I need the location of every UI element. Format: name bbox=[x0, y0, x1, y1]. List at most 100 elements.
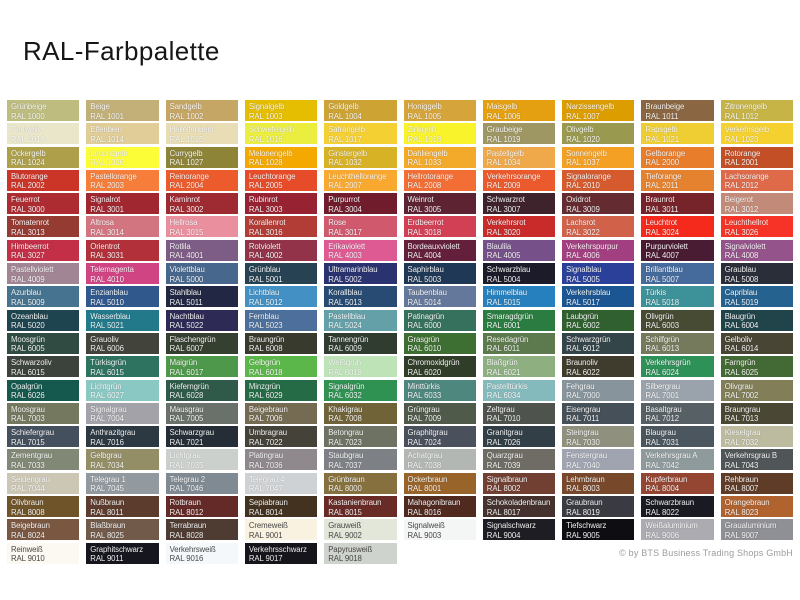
color-swatch: Pastelltürkis RAL 6034 bbox=[482, 379, 556, 401]
color-name: Sonnengelb bbox=[566, 148, 607, 158]
ral-code: RAL 2002 bbox=[11, 181, 45, 191]
ral-code: RAL 7013 bbox=[724, 414, 759, 424]
ral-code: RAL 3027 bbox=[11, 251, 45, 261]
ral-code: RAL 7009 bbox=[407, 414, 442, 424]
color-swatch: Taubenblau RAL 5014 bbox=[403, 286, 476, 308]
color-name: Olivbraun bbox=[11, 498, 44, 508]
ral-code: RAL 3015 bbox=[169, 227, 204, 237]
ral-code: RAL 1012 bbox=[724, 111, 759, 121]
color-name: Beigerot bbox=[724, 195, 753, 205]
color-name: Rose bbox=[328, 218, 346, 228]
color-name: Stahlblau bbox=[169, 288, 202, 298]
color-name: Blaugrau bbox=[645, 428, 676, 438]
ral-code: RAL 7015 bbox=[11, 437, 45, 447]
color-swatch: Moosgrau RAL 7003 bbox=[7, 402, 80, 424]
color-name: Verkehrspurpur bbox=[566, 241, 619, 251]
color-name: Leuchtgelb bbox=[90, 148, 128, 158]
color-swatch: Pastellorange RAL 2003 bbox=[86, 169, 159, 191]
ral-code: RAL 8017 bbox=[486, 507, 521, 517]
color-name: Mahagonibraun bbox=[407, 498, 461, 508]
color-name: Resedagrün bbox=[486, 334, 529, 344]
color-swatch: Fenstergrau RAL 7040 bbox=[562, 449, 635, 471]
ral-code: RAL 6005 bbox=[11, 344, 45, 354]
color-swatch: Tomatenrot RAL 3013 bbox=[7, 216, 80, 238]
color-name: Schwarzgrau bbox=[169, 428, 215, 438]
color-name: Smaragdgrün bbox=[486, 311, 533, 321]
color-swatch: Schwarzbraun RAL 8022 bbox=[641, 496, 714, 518]
color-swatch: Blaßgrün RAL 6021 bbox=[482, 356, 556, 378]
color-name: Flaschengrün bbox=[169, 334, 216, 344]
color-name: Grünbeige bbox=[11, 102, 47, 111]
ral-code: RAL 7037 bbox=[328, 460, 362, 470]
ral-code: RAL 7001 bbox=[645, 391, 679, 401]
color-swatch: Telegrau 2 RAL 7046 bbox=[165, 472, 238, 494]
ral-code: RAL 5021 bbox=[90, 321, 124, 331]
color-swatch: Rotorange RAL 2001 bbox=[720, 146, 793, 168]
color-swatch: Achatgrau RAL 7038 bbox=[403, 449, 476, 471]
ral-code: RAL 6022 bbox=[566, 367, 600, 377]
color-name: Opalgrün bbox=[11, 381, 43, 391]
color-name: Farngrün bbox=[724, 358, 756, 368]
ral-code: RAL 7024 bbox=[407, 437, 442, 447]
ral-code: RAL 7005 bbox=[169, 414, 204, 424]
ral-code: RAL 7039 bbox=[486, 460, 521, 470]
color-swatch: Grauoliv RAL 6006 bbox=[86, 332, 159, 354]
ral-code: RAL 7000 bbox=[566, 391, 600, 401]
ral-code: RAL 6028 bbox=[169, 391, 204, 401]
color-name: Lehmbraun bbox=[566, 474, 605, 484]
color-swatch: Laubgrün RAL 6002 bbox=[562, 309, 635, 331]
color-swatch: Beigerot RAL 3012 bbox=[720, 193, 793, 215]
color-grid: Grünbeige RAL 1000 Beige RAL 1001 Sandgelb RA… bbox=[7, 100, 793, 564]
ral-code: RAL 9001 bbox=[248, 530, 283, 540]
ral-code: RAL 3013 bbox=[11, 227, 45, 237]
ral-code: RAL 3031 bbox=[90, 251, 124, 261]
ral-code: RAL 3000 bbox=[11, 204, 45, 214]
color-swatch: Olivgrün RAL 6003 bbox=[641, 309, 714, 331]
color-swatch: Weißaluminium RAL 9006 bbox=[641, 519, 714, 541]
ral-code: RAL 2007 bbox=[328, 181, 362, 191]
color-swatch: Blutorange RAL 2002 bbox=[7, 169, 80, 191]
color-name: Braunrot bbox=[645, 195, 675, 205]
color-name: Beigebraun bbox=[248, 404, 288, 414]
color-swatch: Verkehrsschwarz RAL 9017 bbox=[244, 542, 318, 564]
color-name: Verkehrsgrau B bbox=[724, 451, 778, 461]
ral-code: RAL 1037 bbox=[566, 158, 600, 168]
color-name: Pastellorange bbox=[90, 171, 137, 181]
ral-code: RAL 3020 bbox=[486, 227, 521, 237]
color-swatch: Violettblau RAL 5000 bbox=[165, 263, 238, 285]
color-name: Ultramarinblau bbox=[328, 265, 378, 275]
color-name: Graphitgrau bbox=[407, 428, 448, 438]
ral-code: RAL 1014 bbox=[90, 134, 124, 144]
color-swatch: Zeltgrau RAL 7010 bbox=[482, 402, 556, 424]
color-name: Verkehrsorange bbox=[486, 171, 541, 181]
color-name: Achatgrau bbox=[407, 451, 443, 461]
ral-code: RAL 1033 bbox=[407, 158, 442, 168]
color-name: Cremeweiß bbox=[248, 521, 288, 531]
ral-code: RAL 7031 bbox=[645, 437, 679, 447]
color-name: Zitronengelb bbox=[724, 102, 767, 111]
color-name: Tannengrün bbox=[328, 334, 369, 344]
color-name: Türkis bbox=[645, 288, 667, 298]
color-swatch: Nachtblau RAL 5022 bbox=[165, 309, 238, 331]
color-swatch: Beigebraun RAL 8024 bbox=[7, 519, 80, 541]
color-swatch: Gelbgrau RAL 7034 bbox=[86, 449, 159, 471]
color-swatch: Olivgelb RAL 1020 bbox=[562, 123, 635, 145]
color-name: Khakigrau bbox=[328, 404, 363, 414]
color-swatch: Steingrau RAL 7030 bbox=[562, 426, 635, 448]
color-swatch: Olivgrau RAL 7002 bbox=[720, 379, 793, 401]
color-name: Blaugrün bbox=[724, 311, 756, 321]
color-swatch: Korallblau RAL 5013 bbox=[324, 286, 397, 308]
color-name: Telegrau 4 bbox=[248, 474, 285, 484]
color-name: Lichtblau bbox=[248, 288, 280, 298]
color-name: Reinorange bbox=[169, 171, 209, 181]
color-name: Kieferngrün bbox=[169, 381, 209, 391]
color-name: Braunoliv bbox=[566, 358, 598, 368]
color-name: Orientrot bbox=[90, 241, 120, 251]
color-swatch: Narzissengelb RAL 1007 bbox=[562, 100, 635, 121]
ral-code: RAL 2011 bbox=[645, 181, 679, 191]
color-name: Rubinrot bbox=[248, 195, 278, 205]
color-swatch: Ginstergelb RAL 1032 bbox=[324, 146, 397, 168]
color-swatch: Himbeerrot RAL 3027 bbox=[7, 239, 80, 261]
ral-code: RAL 5024 bbox=[328, 321, 362, 331]
color-swatch: Lehmbraun RAL 8003 bbox=[562, 472, 635, 494]
